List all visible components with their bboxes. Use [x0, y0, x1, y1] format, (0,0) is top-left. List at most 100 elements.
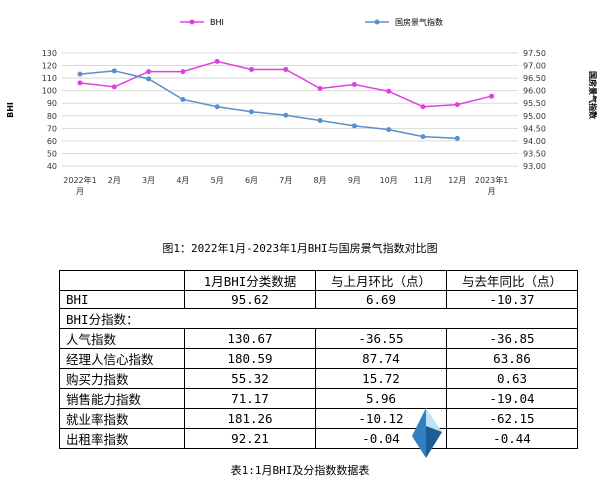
- table-cell: -10.37: [446, 290, 578, 309]
- figure-caption: 图1：2022年1月-2023年1月BHI与国房景气指数对比图: [162, 242, 438, 255]
- x-tick-label: 4月: [176, 176, 189, 185]
- table-cell: 15.72: [315, 368, 447, 389]
- table-caption: 表1:1月BHI及分指数数据表: [230, 464, 370, 477]
- chart: 40 50 60 70 80 90 100 110 120 130 93.00 93.50 94.00 9…: [6, 17, 598, 196]
- y2-tick-label: 97.50: [523, 49, 546, 58]
- bhi-data-table: 1月BHI分类数据 与上月环比（点） 与去年同比（点） BHI 95.62 6.69…: [59, 270, 578, 449]
- x-tick-label: 2023年1: [475, 175, 508, 185]
- x-tick-label: 9月: [348, 176, 361, 185]
- header-cell-1: 1月BHI分类数据: [184, 270, 316, 291]
- y-tick-label: 130: [42, 49, 57, 58]
- table-row: 销售能力指数 71.17 5.96 -19.04: [59, 388, 578, 409]
- table-cell: 6.69: [315, 290, 447, 309]
- header-cell-0: [59, 270, 185, 291]
- data-point: [386, 88, 392, 94]
- legend-label: 国房景气指数: [395, 17, 443, 27]
- data-point: [180, 96, 186, 102]
- data-point: [317, 118, 323, 124]
- data-point: [77, 80, 83, 86]
- data-point: [489, 93, 495, 99]
- row-label: 销售能力指数: [59, 388, 185, 409]
- table-row: 人气指数 130.67 -36.55 -36.85: [59, 328, 578, 349]
- y-tick-label: 110: [42, 74, 57, 83]
- table-cell: 55.32: [184, 368, 316, 389]
- x-tick-label: 6月: [245, 176, 258, 185]
- x-tick-label: 12月: [448, 176, 466, 185]
- data-point: [351, 123, 357, 129]
- x-tick-label: 月: [488, 187, 496, 196]
- legend-swatch-marker: [189, 19, 195, 25]
- data-point: [146, 69, 152, 75]
- y-tick-label: 70: [47, 124, 57, 133]
- data-point: [214, 58, 220, 64]
- y-tick-label: 60: [47, 137, 57, 146]
- data-point: [283, 112, 289, 118]
- row-label: 就业率指数: [59, 408, 185, 429]
- data-point: [317, 86, 323, 92]
- data-point: [283, 66, 289, 72]
- x-tick-label: 月: [76, 187, 84, 196]
- table-cell: -36.85: [446, 328, 578, 349]
- data-point: [111, 68, 117, 74]
- x-tick-label: 11月: [414, 176, 432, 185]
- table-cell: 130.67: [184, 328, 316, 349]
- data-point: [249, 109, 254, 115]
- y-tick-label: 40: [47, 162, 57, 171]
- table-cell: 5.96: [315, 388, 447, 409]
- table-row: 就业率指数 181.26 -10.12 -62.15: [59, 408, 578, 429]
- table-cell: -0.44: [446, 428, 578, 449]
- table-cell: 87.74: [315, 348, 447, 369]
- data-point: [454, 135, 460, 141]
- data-point: [386, 127, 392, 133]
- x-tick-label: 10月: [380, 176, 398, 185]
- table-subheader: BHI分指数：: [59, 308, 578, 329]
- table-cell: -62.15: [446, 408, 578, 429]
- y2-axis-label: 国房景气指数: [588, 71, 598, 120]
- table-cell: 180.59: [184, 348, 316, 369]
- data-point: [214, 104, 220, 110]
- y-tick-label: 100: [42, 87, 57, 96]
- x-tick-label: 8月: [314, 176, 327, 185]
- legend-swatch-marker: [374, 19, 380, 25]
- y2-tick-label: 95.50: [523, 99, 546, 108]
- y2-tick-label: 93.50: [523, 149, 546, 158]
- table-cell: 95.62: [184, 290, 316, 309]
- table-row: BHI 95.62 6.69 -10.37: [59, 290, 578, 309]
- y-tick-label: 90: [47, 99, 57, 108]
- series-line-1: [79, 70, 458, 140]
- table-cell: 71.17: [184, 388, 316, 409]
- x-tick-label: 7月: [279, 176, 292, 185]
- table-cell: 181.26: [184, 408, 316, 429]
- table-cell: -36.55: [315, 328, 447, 349]
- row-label: BHI: [59, 290, 185, 309]
- y2-tick-label: 93.00: [523, 162, 546, 171]
- blue-diamond-logo-icon: [412, 408, 442, 458]
- y2-tick-label: 97.00: [523, 62, 546, 71]
- row-label: 人气指数: [59, 328, 185, 349]
- legend-label: BHI: [210, 18, 224, 27]
- table-row: 出租率指数 92.21 -0.04 -0.44: [59, 428, 578, 449]
- y2-tick-label: 96.50: [523, 74, 546, 83]
- data-point: [420, 134, 426, 140]
- header-cell-3: 与去年同比（点）: [446, 270, 578, 291]
- table-row: BHI分指数：: [59, 308, 578, 329]
- y2-tick-label: 95.00: [523, 112, 546, 121]
- table-cell: 92.21: [184, 428, 316, 449]
- data-point: [146, 76, 152, 82]
- table-cell: 0.63: [446, 368, 578, 389]
- table-cell: -19.04: [446, 388, 578, 409]
- row-label: 经理人信心指数: [59, 348, 185, 369]
- row-label: 出租率指数: [59, 428, 185, 449]
- y-tick-label: 120: [42, 62, 57, 71]
- data-point: [111, 84, 117, 90]
- data-point: [249, 66, 254, 72]
- data-point: [454, 102, 460, 108]
- x-tick-label: 2022年1: [63, 175, 96, 185]
- x-tick-label: 2月: [108, 176, 121, 185]
- table-row: 购买力指数 55.32 15.72 0.63: [59, 368, 578, 389]
- table-header-row: 1月BHI分类数据 与上月环比（点） 与去年同比（点）: [59, 270, 578, 291]
- table-row: 经理人信心指数 180.59 87.74 63.86: [59, 348, 578, 369]
- x-tick-label: 3月: [142, 176, 155, 185]
- x-tick-label: 5月: [211, 176, 224, 185]
- y-tick-label: 50: [47, 149, 57, 158]
